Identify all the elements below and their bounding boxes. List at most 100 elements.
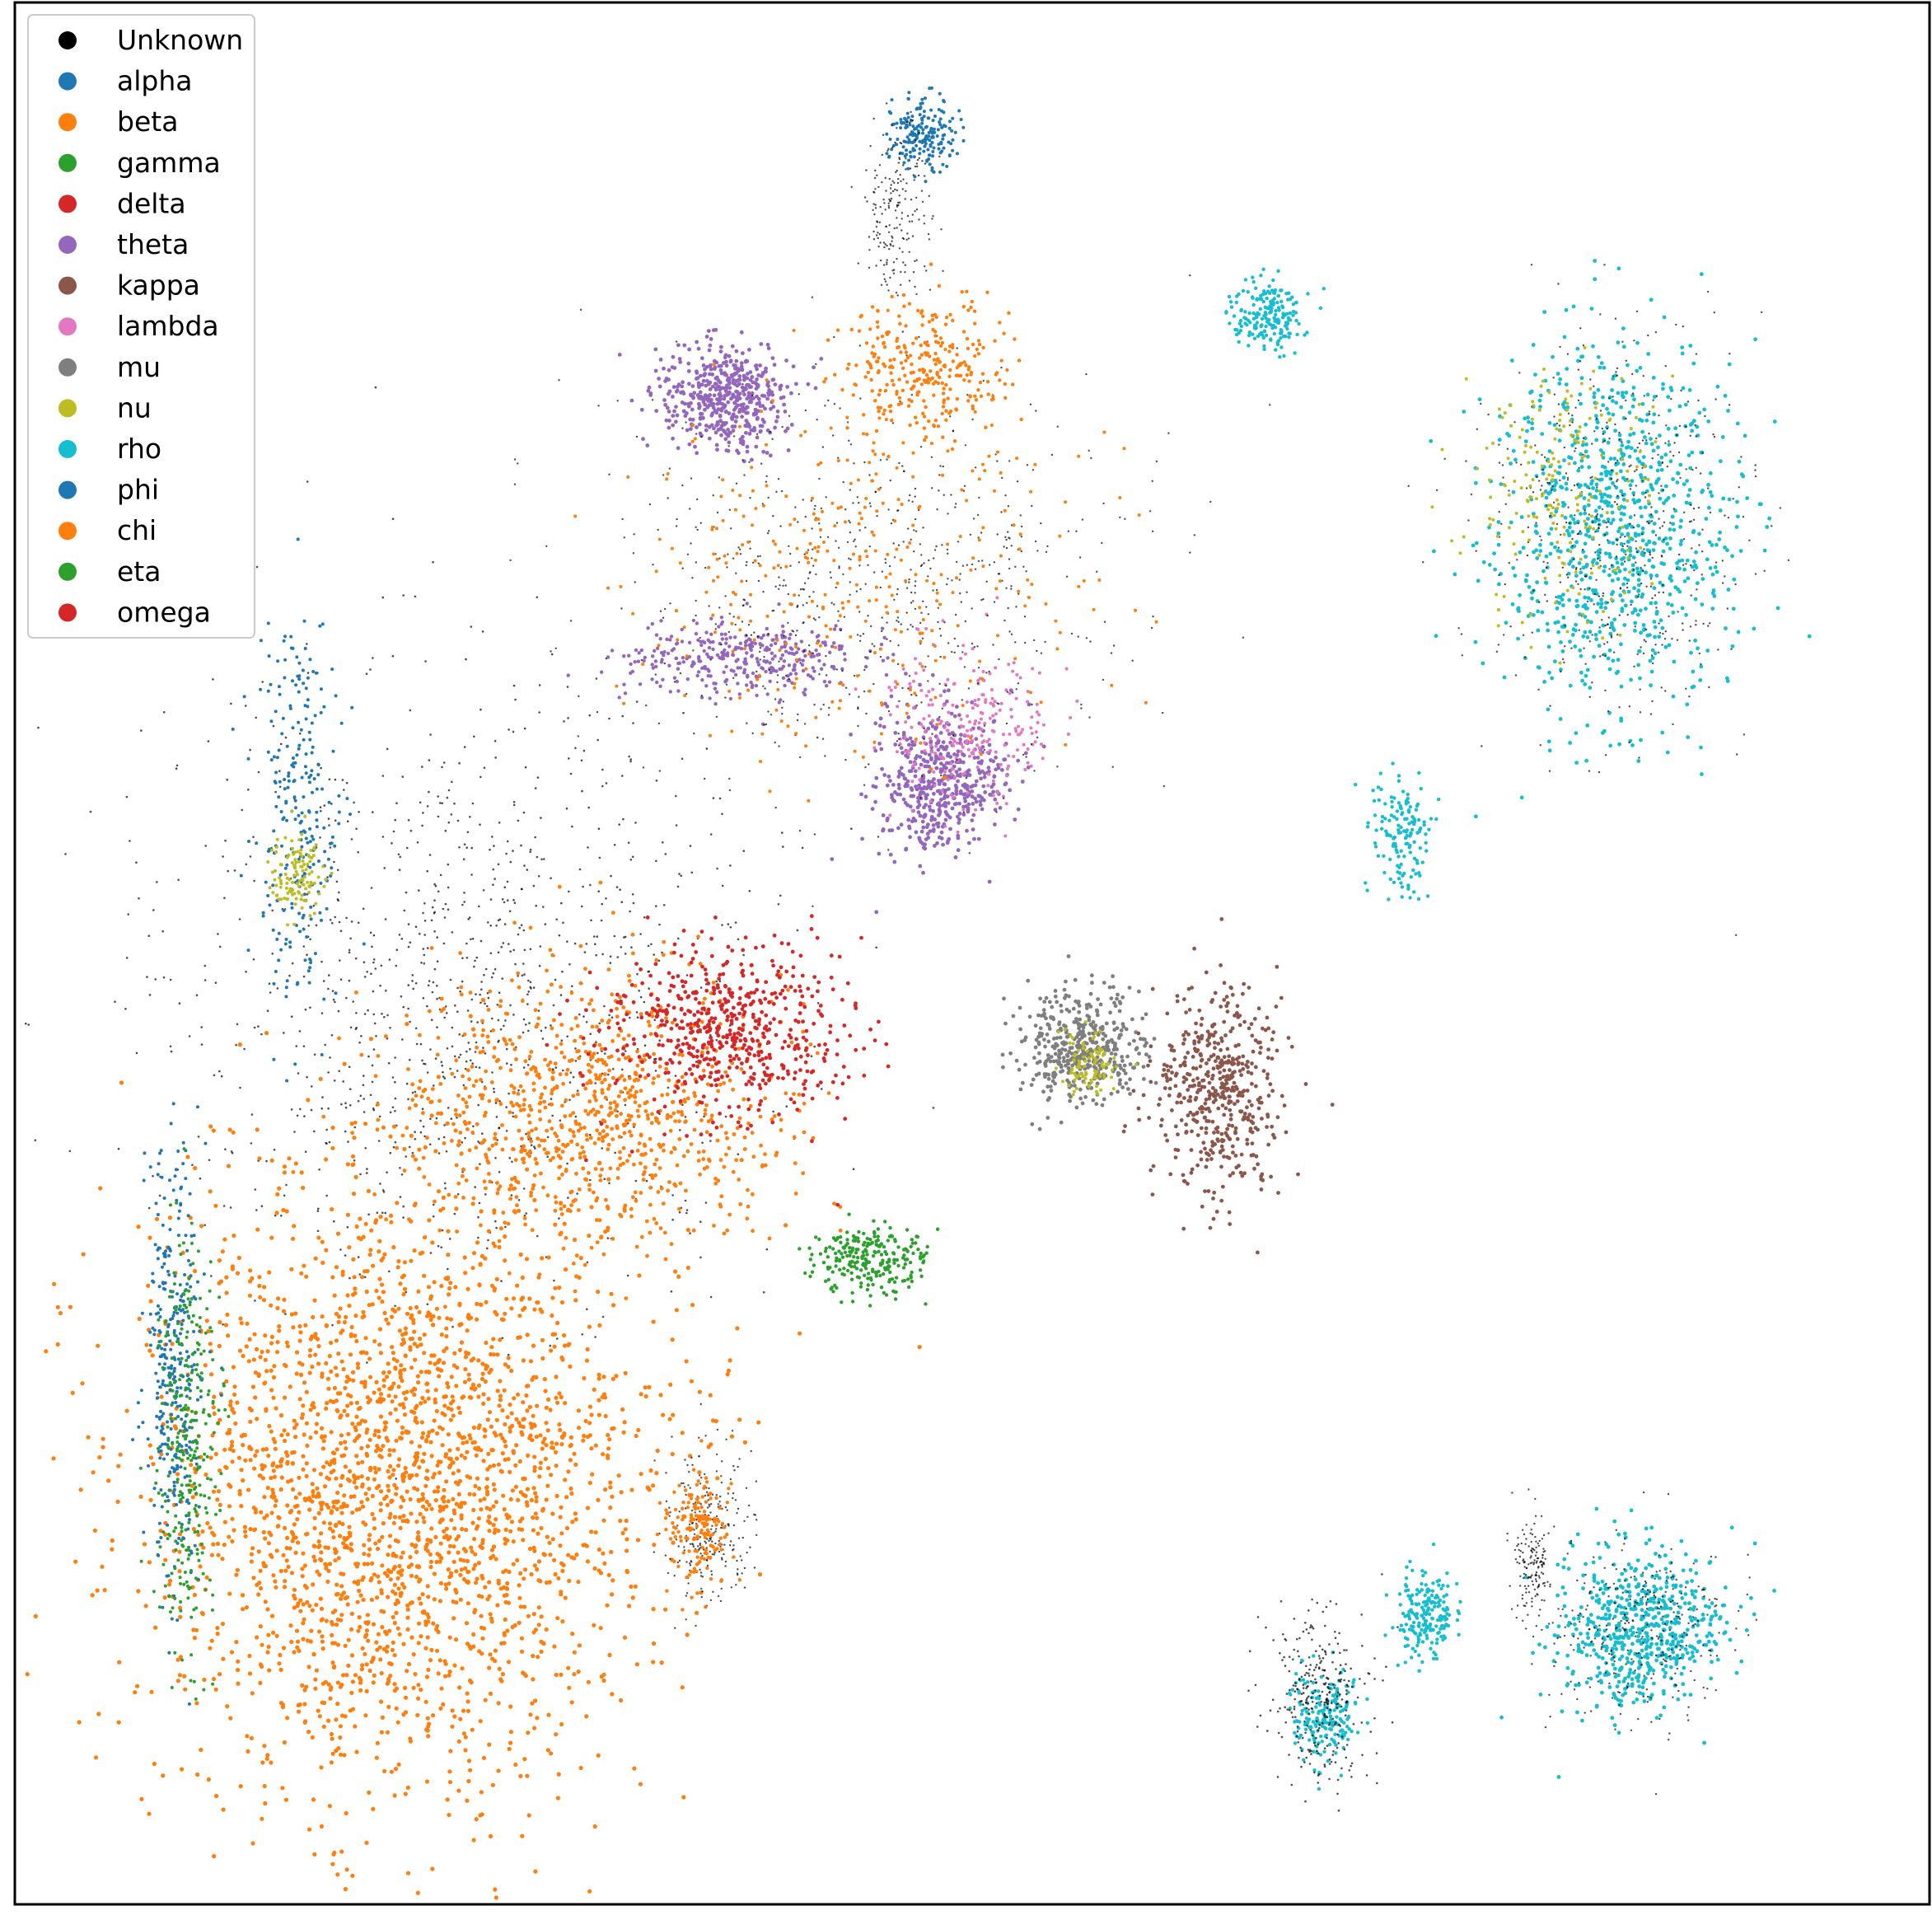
- point: [176, 1558, 180, 1562]
- point: [522, 1018, 526, 1021]
- point: [394, 1706, 399, 1711]
- point: [525, 1151, 530, 1156]
- point: [260, 1447, 265, 1452]
- point: [300, 1362, 305, 1367]
- point: [265, 1486, 270, 1491]
- point: [522, 1144, 526, 1149]
- point: [738, 1202, 743, 1206]
- point: [242, 1524, 247, 1529]
- point: [673, 1119, 678, 1123]
- point: [447, 1448, 452, 1453]
- point: [601, 1315, 605, 1318]
- point: [147, 1811, 152, 1816]
- point: [293, 1435, 298, 1440]
- point: [598, 1173, 603, 1178]
- point: [162, 976, 166, 979]
- point: [596, 1497, 601, 1502]
- point: [570, 1520, 575, 1524]
- point: [367, 1356, 372, 1361]
- point: [160, 1175, 164, 1179]
- point: [248, 1268, 253, 1273]
- point: [197, 1136, 200, 1138]
- point: [438, 1580, 444, 1585]
- point: [357, 1615, 362, 1620]
- point: [278, 770, 281, 772]
- point: [275, 1524, 280, 1529]
- point: [342, 1753, 347, 1758]
- point: [331, 1500, 336, 1505]
- point: [241, 1477, 246, 1483]
- point: [672, 1182, 677, 1187]
- point: [685, 1228, 690, 1233]
- point: [185, 1580, 189, 1584]
- point: [509, 860, 512, 864]
- point: [525, 1332, 530, 1337]
- point: [475, 1476, 480, 1481]
- point: [326, 1568, 331, 1573]
- point: [420, 1459, 425, 1463]
- point: [624, 935, 627, 939]
- point: [434, 1057, 437, 1060]
- point: [793, 1192, 798, 1196]
- point: [329, 1430, 334, 1435]
- point: [636, 972, 639, 976]
- point: [185, 1282, 189, 1286]
- point: [456, 1550, 461, 1555]
- point: [338, 1306, 343, 1311]
- point: [170, 1364, 174, 1368]
- point: [559, 1156, 563, 1160]
- point: [282, 1740, 287, 1745]
- point: [433, 1534, 438, 1539]
- point: [232, 1392, 237, 1397]
- point: [564, 1072, 568, 1076]
- point: [517, 975, 519, 977]
- point: [230, 1267, 235, 1271]
- point: [320, 1239, 325, 1244]
- point: [522, 1305, 527, 1310]
- point: [503, 1220, 508, 1225]
- point: [420, 1250, 425, 1255]
- point: [269, 1341, 274, 1346]
- point: [531, 1088, 536, 1093]
- point: [512, 803, 516, 807]
- point: [397, 1563, 402, 1569]
- point: [325, 1579, 330, 1584]
- point: [539, 1614, 544, 1619]
- point: [709, 1295, 713, 1299]
- point: [241, 1353, 246, 1359]
- point: [328, 1696, 333, 1701]
- point: [538, 684, 541, 686]
- point: [493, 845, 495, 847]
- point: [148, 994, 152, 996]
- point: [263, 1801, 268, 1806]
- point: [553, 1279, 555, 1282]
- point: [405, 1126, 409, 1131]
- point: [426, 805, 429, 808]
- point: [463, 892, 465, 894]
- point: [278, 1413, 284, 1418]
- point: [549, 1348, 554, 1353]
- point: [624, 1050, 627, 1052]
- point: [213, 1074, 216, 1077]
- point: [296, 1709, 302, 1714]
- point: [271, 953, 274, 955]
- point: [429, 1314, 434, 1319]
- point: [368, 1248, 373, 1253]
- point: [382, 1310, 387, 1315]
- point: [438, 1111, 444, 1116]
- point: [481, 998, 486, 1003]
- point: [543, 1105, 548, 1110]
- point: [314, 1430, 319, 1435]
- point: [376, 1054, 381, 1058]
- point: [378, 1414, 384, 1419]
- point: [553, 1285, 558, 1290]
- point: [449, 978, 452, 981]
- point: [680, 1110, 684, 1114]
- point: [533, 1008, 538, 1013]
- point: [158, 1194, 161, 1197]
- point: [273, 1503, 278, 1508]
- point: [498, 1337, 503, 1342]
- point: [345, 1403, 350, 1408]
- point: [324, 1043, 327, 1047]
- point: [454, 1004, 456, 1007]
